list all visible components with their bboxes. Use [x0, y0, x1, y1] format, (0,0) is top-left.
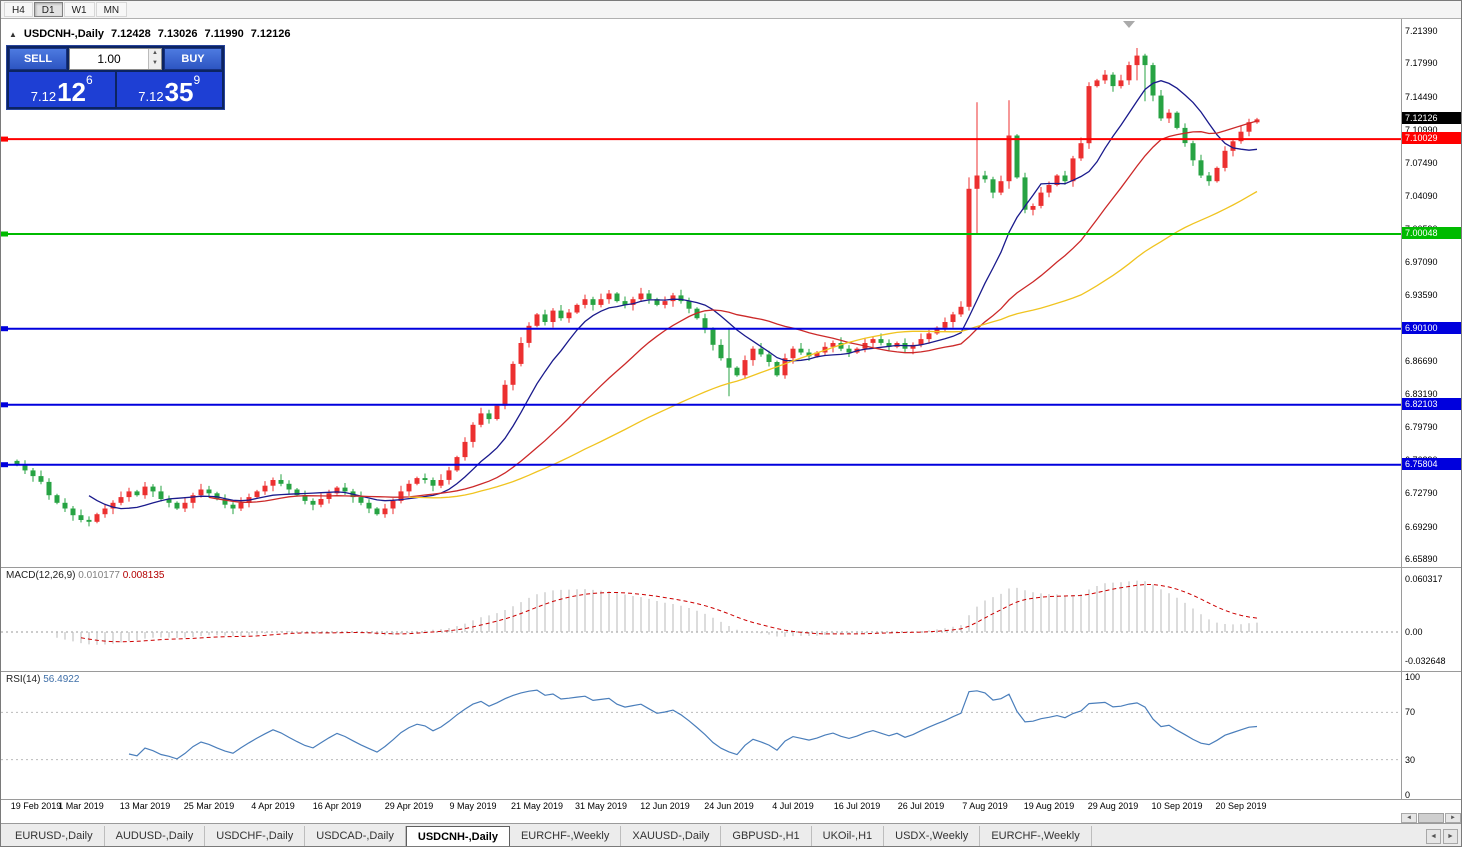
chart-tabs: EURUSD-,Daily AUDUSD-,Daily USDCHF-,Daily U… [4, 826, 1092, 846]
chart-tab-audusd-daily[interactable]: AUDUSD-,Daily [105, 826, 206, 846]
timeframe-h4-button[interactable]: H4 [4, 2, 33, 17]
scroll-left-icon[interactable]: ◄ [1401, 813, 1417, 823]
chart-tab-bar: EURUSD-,Daily AUDUSD-,Daily USDCHF-,Daily U… [1, 823, 1461, 846]
horizontal-scrollbar[interactable]: ◄ ► [1, 813, 1461, 823]
chart-tab-usdchf-daily[interactable]: USDCHF-,Daily [205, 826, 306, 846]
buy-price-big: 35 [164, 77, 194, 107]
chart-tab-eurchf-weekly[interactable]: EURCHF-,Weekly [510, 826, 622, 846]
chart-tab-xauusd-daily[interactable]: XAUUSD-,Daily [621, 826, 722, 846]
timeframe-mn-button[interactable]: MN [95, 2, 128, 17]
chart-tab-eurusd-daily[interactable]: EURUSD-,Daily [4, 826, 105, 846]
volume-up-icon[interactable]: ▲ [149, 49, 161, 59]
chart-tab-ukoil-h1[interactable]: UKOil-,H1 [812, 826, 885, 846]
chart-tab-gbpusd-h1[interactable]: GBPUSD-,H1 [721, 826, 812, 846]
tab-scroll-right-icon[interactable]: ► [1443, 829, 1458, 844]
sell-price[interactable]: 7.12 12 6 [9, 72, 115, 107]
chart-tab-usdx-weekly[interactable]: USDX-,Weekly [884, 826, 981, 846]
chart-tab-usdcad-daily[interactable]: USDCAD-,Daily [305, 826, 406, 846]
sell-price-prefix: 7.12 [30, 89, 57, 104]
scroll-right-icon[interactable]: ► [1445, 813, 1461, 823]
buy-price-prefix: 7.12 [138, 89, 164, 104]
volume-input[interactable]: 1.00 ▲ ▼ [69, 48, 162, 70]
timeframe-toolbar: H4 D1 W1 MN [1, 1, 1461, 19]
chart-tab-usdcnh-daily[interactable]: USDCNH-,Daily [405, 826, 510, 846]
sell-price-big: 12 [57, 77, 87, 107]
sell-button[interactable]: SELL [9, 48, 67, 70]
sell-price-sup: 6 [86, 73, 93, 87]
volume-down-icon[interactable]: ▼ [149, 59, 161, 69]
timeframe-w1-button[interactable]: W1 [63, 2, 95, 17]
volume-value: 1.00 [97, 52, 121, 66]
scroll-thumb[interactable] [1418, 813, 1444, 823]
tab-scroll-left-icon[interactable]: ◄ [1426, 829, 1441, 844]
volume-spinner[interactable]: ▲ ▼ [148, 49, 161, 69]
chart-tab-eurchf-weekly[interactable]: EURCHF-,Weekly [980, 826, 1092, 846]
collapse-icon[interactable]: ▲ [9, 29, 17, 39]
buy-price[interactable]: 7.12 35 9 [116, 72, 222, 107]
timeframe-buttons: H4 D1 W1 MN [4, 2, 128, 17]
buy-price-sup: 9 [193, 73, 201, 87]
timeframe-d1-button[interactable]: D1 [33, 2, 63, 17]
buy-button[interactable]: BUY [164, 48, 222, 70]
